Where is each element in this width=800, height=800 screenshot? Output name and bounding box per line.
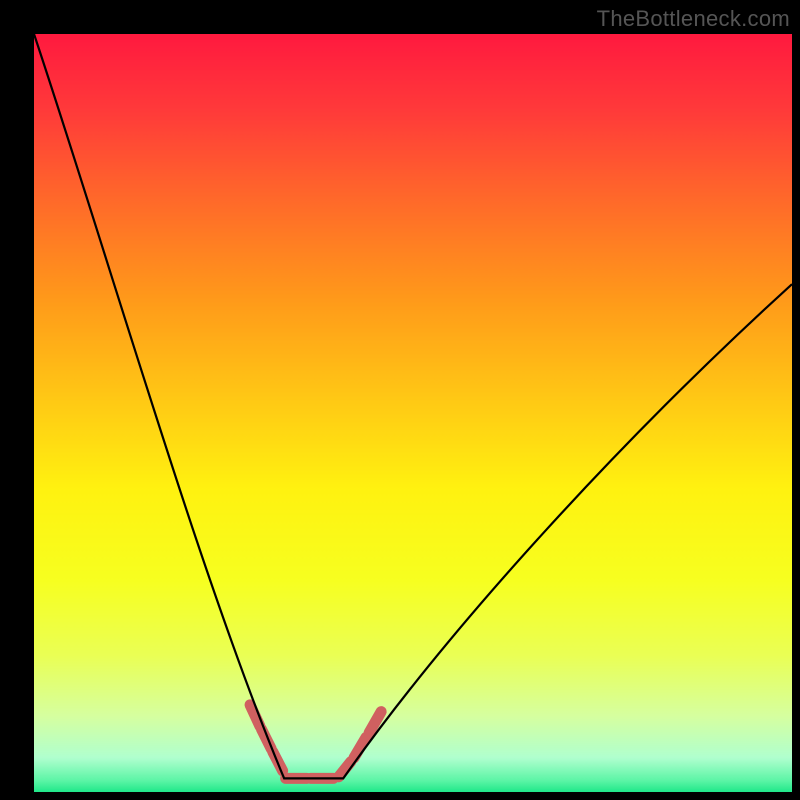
plot-area: [34, 34, 792, 792]
chart-container: { "watermark": { "text": "TheBottleneck.…: [0, 0, 800, 800]
watermark-text: TheBottleneck.com: [597, 6, 790, 32]
bottleneck-curve: [34, 34, 792, 778]
curve-overlay: [34, 34, 792, 792]
